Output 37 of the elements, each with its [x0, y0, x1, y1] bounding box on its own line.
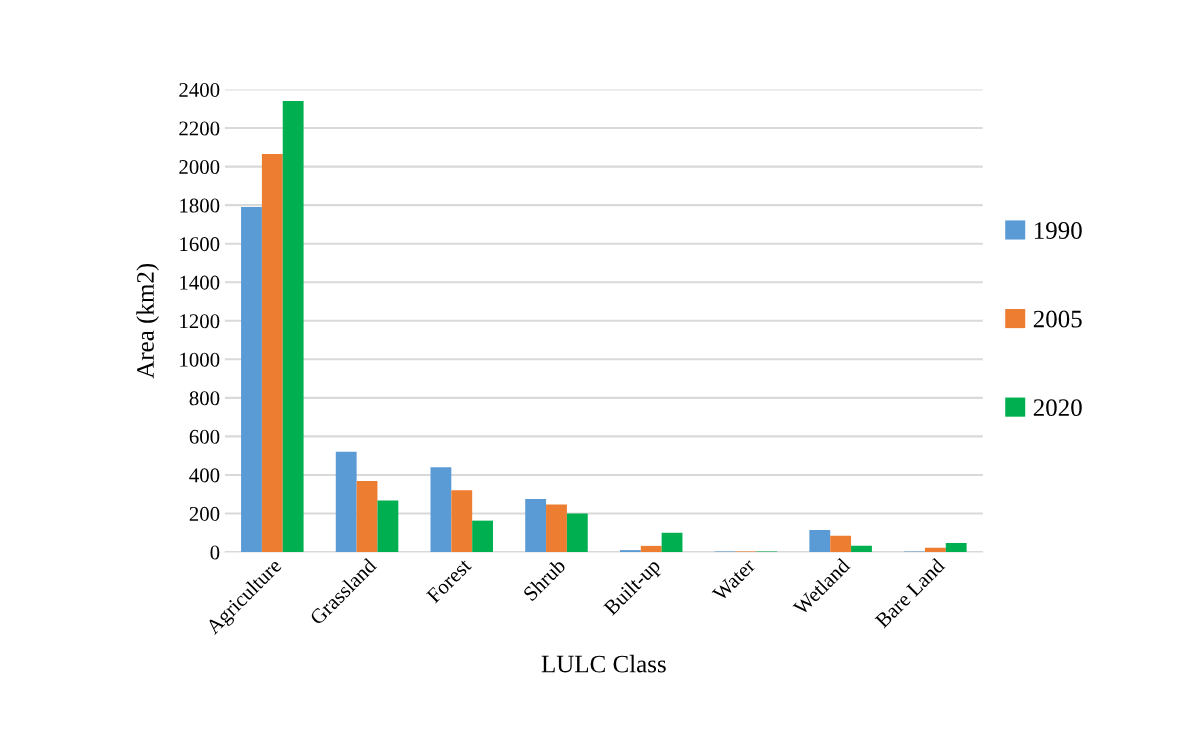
y-tick-label: 2000	[179, 159, 220, 175]
y-tick-label: 200	[189, 506, 220, 521]
bar	[241, 207, 262, 553]
y-tick-label: 1400	[180, 275, 220, 290]
bar	[282, 101, 304, 553]
y-tick-label: 1200	[180, 314, 220, 329]
y-tick-label: 2400	[179, 82, 220, 97]
bar	[566, 513, 588, 553]
y-tick-label: 1000	[180, 352, 220, 367]
legend-label: 2020	[1033, 399, 1082, 417]
bar	[451, 490, 473, 553]
y-axis-title: Area (km2)	[136, 263, 159, 379]
bar	[945, 542, 967, 553]
legend-label: 2005	[1033, 310, 1082, 328]
y-tick-label: 1800	[180, 198, 220, 213]
y-tick-label: 1600	[180, 237, 220, 252]
y-tick-label: 0	[210, 545, 220, 560]
bar	[472, 520, 494, 553]
y-tick-label: 600	[189, 429, 220, 444]
legend-label: 1990	[1034, 222, 1082, 239]
y-tick-label: 800	[189, 391, 220, 406]
bar	[356, 481, 378, 553]
bar	[525, 499, 547, 553]
bar	[430, 467, 452, 553]
bar	[640, 545, 662, 553]
bar	[809, 529, 831, 553]
y-tick-label: 2200	[179, 121, 220, 136]
bar	[830, 535, 852, 553]
y-tick-label: 400	[189, 468, 220, 483]
bar	[377, 500, 399, 553]
bar	[661, 532, 683, 553]
bar	[924, 547, 946, 553]
x-axis-title: LULC Class	[541, 654, 666, 673]
bar	[851, 545, 872, 553]
bar	[335, 451, 357, 553]
bar	[546, 504, 567, 553]
bar	[261, 154, 283, 553]
